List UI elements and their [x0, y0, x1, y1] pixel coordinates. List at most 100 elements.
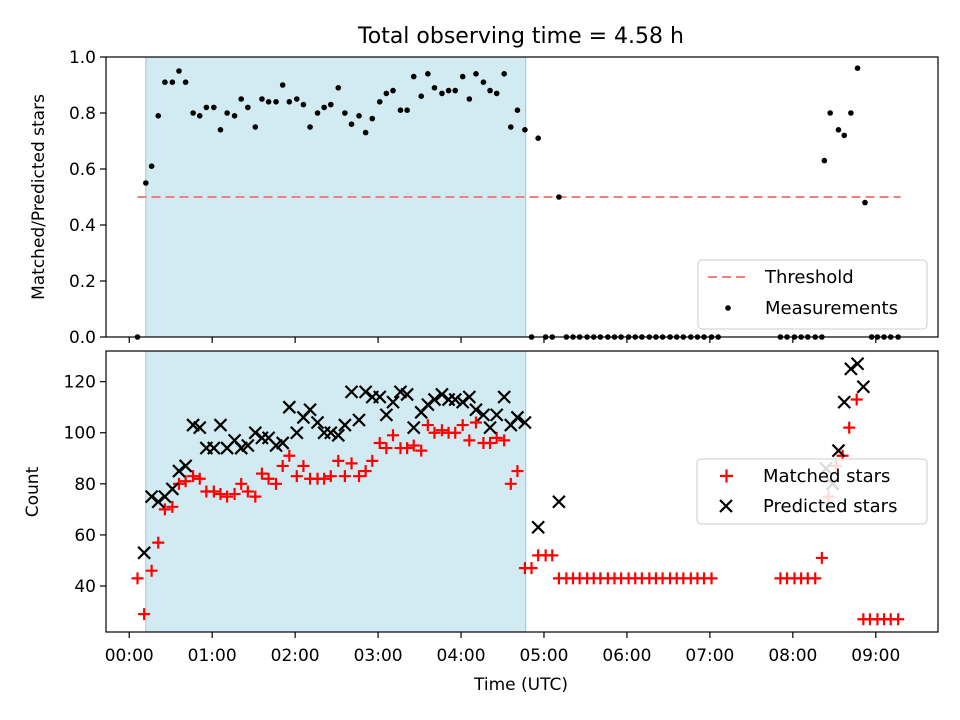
- measurement-point: [286, 99, 293, 105]
- predicted-star-point: [427, 392, 442, 407]
- matched-star-point: [179, 475, 192, 488]
- x-axis-label: Time (UTC): [473, 675, 568, 695]
- matched-star-point: [338, 470, 351, 483]
- predicted-star-point: [331, 428, 346, 443]
- matched-star-point: [297, 459, 310, 472]
- matched-star-point: [359, 465, 372, 478]
- bottom-legend: Matched stars Predicted stars: [696, 458, 928, 525]
- predicted-star-point: [275, 436, 290, 450]
- x-tick-label: 08:00: [768, 646, 817, 666]
- matched-star-point: [456, 419, 469, 432]
- top-y-axis-label: Matched/Predicted stars: [29, 94, 49, 300]
- top-panel: 0.0 0.2 0.4 0.6 0.8 1.0 Matched/Predicted sta…: [29, 48, 939, 348]
- predicted-star-point: [178, 459, 193, 473]
- measurement-point: [314, 110, 321, 116]
- matched-star-point: [235, 477, 248, 490]
- matched-star-point: [193, 472, 206, 485]
- matched-star-point: [324, 470, 337, 483]
- measurement-point: [835, 127, 842, 133]
- matched-star-point: [366, 454, 379, 467]
- measurement-point: [327, 101, 334, 108]
- y-tick-label: 0.4: [69, 216, 96, 236]
- matched-star-point: [380, 442, 393, 455]
- y-tick-label: 0.0: [69, 328, 96, 348]
- y-tick-label: 100: [64, 424, 96, 444]
- measurement-point: [522, 127, 528, 133]
- y-tick-label: 1.0: [69, 48, 96, 68]
- measurement-point: [307, 124, 313, 130]
- top-plot-frame: [105, 56, 939, 338]
- predicted-star-point: [406, 420, 421, 435]
- matched-star-point: [332, 454, 345, 467]
- matched-star-point: [401, 442, 414, 455]
- matched-star-point: [187, 470, 200, 483]
- measurement-point: [390, 87, 396, 94]
- top-y-ticks: 0.0 0.2 0.4 0.6 0.8 1.0: [69, 48, 106, 348]
- matched-star-point: [270, 477, 283, 490]
- predicted-star-point: [476, 408, 491, 422]
- measurement-point: [217, 127, 224, 133]
- x-tick-label: 03:00: [354, 646, 403, 666]
- top-legend-box: [697, 259, 928, 330]
- bottom-legend-box: [696, 458, 928, 525]
- matched-stars-series: [131, 393, 905, 626]
- matched-star-point: [850, 393, 863, 406]
- legend-measurements-label: Measurements: [765, 298, 898, 319]
- matched-star-point: [407, 439, 420, 452]
- predicted-star-point: [448, 392, 463, 407]
- legend-predicted-swatch: [719, 499, 733, 513]
- matched-star-point: [705, 572, 718, 585]
- predicted-star-point: [462, 390, 477, 404]
- measurement-point: [376, 99, 383, 105]
- predicted-star-point: [303, 402, 317, 417]
- matched-star-point: [415, 444, 428, 457]
- predicted-star-point: [386, 395, 400, 409]
- matched-star-point: [815, 551, 828, 564]
- matched-star-point: [131, 572, 144, 585]
- measurement-point: [342, 110, 348, 116]
- measurement-point: [410, 73, 417, 80]
- x-tick-label: 07:00: [685, 646, 734, 666]
- legend-measurements-swatch: [725, 305, 731, 311]
- matched-star-point: [428, 426, 441, 439]
- measurement-point: [535, 135, 541, 141]
- matched-star-point: [490, 431, 503, 444]
- measurement-point: [203, 104, 210, 111]
- measurement-point: [143, 180, 149, 186]
- measurement-point: [508, 124, 514, 130]
- bottom-y-ticks: 40 60 80 100 120: [64, 373, 106, 597]
- predicted-star-point: [241, 438, 255, 453]
- measurement-point: [841, 132, 848, 139]
- matched-star-point: [511, 465, 524, 478]
- matched-star-point: [843, 421, 856, 434]
- predicted-star-point: [379, 408, 394, 422]
- measurement-point: [231, 113, 238, 119]
- matched-star-point: [469, 416, 482, 429]
- predicted-star-point: [400, 387, 414, 402]
- matched-star-point: [152, 536, 165, 549]
- measurement-point: [514, 107, 521, 113]
- measurement-point: [854, 65, 861, 71]
- measurement-point: [362, 129, 369, 136]
- matched-star-point: [525, 562, 538, 575]
- measurement-point: [459, 73, 466, 80]
- y-tick-label: 0.6: [69, 160, 96, 180]
- matched-star-point: [353, 470, 366, 483]
- matched-star-point: [138, 608, 151, 621]
- predicted-star-point: [310, 415, 325, 430]
- measurement-point: [356, 113, 362, 119]
- measurement-point: [827, 110, 833, 116]
- predicted-star-point: [137, 546, 151, 560]
- predicted-star-point: [290, 425, 304, 440]
- measurement-point: [224, 110, 230, 116]
- measurement-point: [431, 85, 438, 91]
- predicted-star-point: [213, 418, 228, 432]
- measurement-point: [265, 99, 272, 105]
- matched-star-point: [158, 503, 171, 516]
- matched-star-point: [207, 485, 220, 498]
- measurement-point: [383, 90, 390, 97]
- legend-matched-label: Matched stars: [763, 466, 890, 487]
- measurement-point: [321, 104, 327, 111]
- measurement-point: [821, 157, 828, 164]
